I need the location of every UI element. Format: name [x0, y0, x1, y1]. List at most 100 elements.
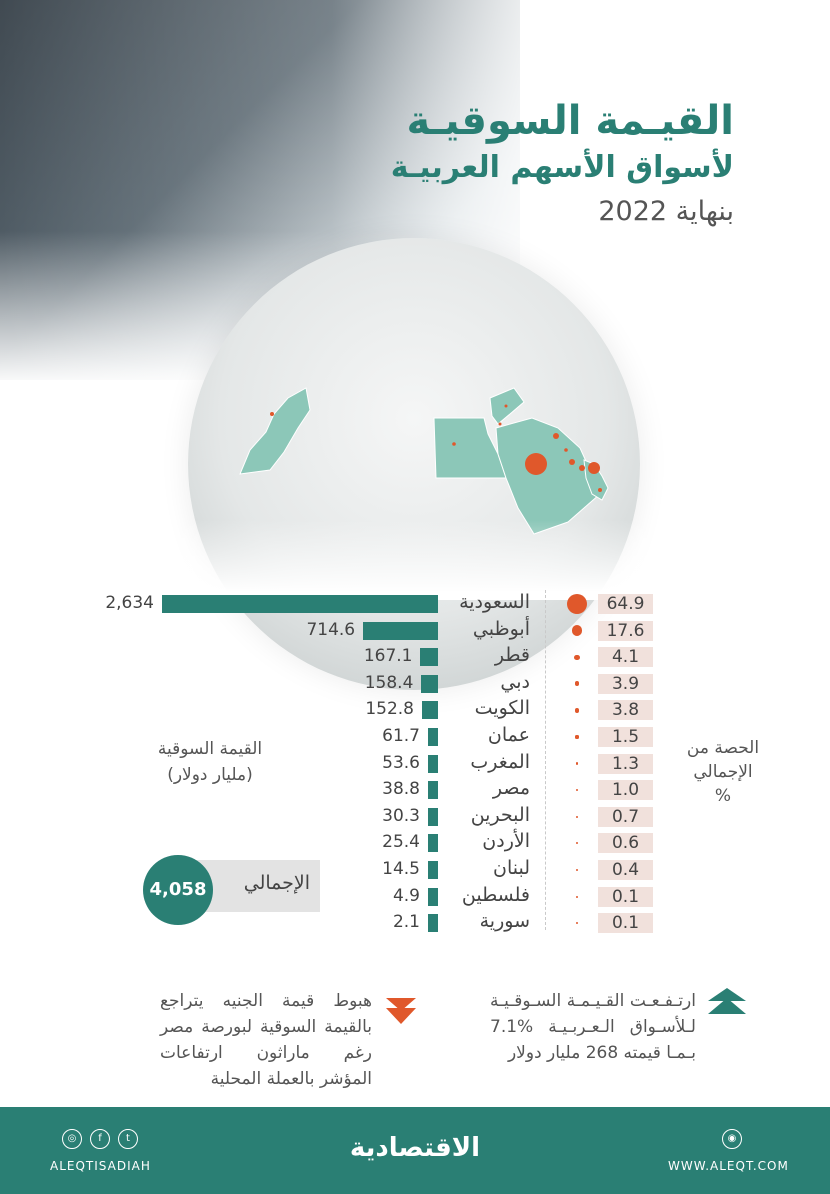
share-label: 1.5 [598, 727, 653, 747]
map-dot-oman [598, 488, 602, 492]
social-handle: ALEQTISADIAH [50, 1159, 151, 1173]
share-dot [576, 842, 578, 845]
value-label: 2,634 [105, 593, 154, 613]
country-label: مصر [492, 777, 530, 800]
map-egypt [433, 417, 507, 479]
value-label: 14.5 [382, 859, 420, 879]
value-label: 167.1 [363, 646, 413, 667]
share-label: 1.3 [598, 753, 653, 774]
value-label: 61.7 [382, 726, 420, 746]
map-dot-bahrain [564, 448, 568, 452]
bar-0 [162, 595, 438, 613]
value-label: 714.6 [306, 619, 356, 640]
facebook-icon[interactable]: f [90, 1129, 110, 1149]
value-label: 53.6 [382, 752, 420, 773]
map-dot-morocco [270, 412, 274, 416]
share-label: 0.6 [598, 833, 653, 854]
share-label: 3.8 [598, 700, 653, 721]
value-label: 25.4 [382, 832, 420, 853]
share-legend: الحصة من الإجمالي % [686, 738, 760, 806]
bar-6 [428, 754, 438, 773]
hero-background [0, 0, 830, 420]
bar-8 [428, 807, 438, 826]
country-label: عمان [487, 724, 530, 746]
share-dot [574, 707, 580, 713]
country-label: البحرين [470, 803, 530, 826]
arrow-up-icon [708, 988, 746, 1014]
map-dot-saudi [525, 453, 547, 475]
bar-1 [363, 621, 438, 640]
country-label: لبنان [493, 857, 530, 879]
value-label: 30.3 [382, 805, 420, 826]
bar-10 [428, 861, 438, 879]
share-label: 4.1 [598, 647, 653, 668]
value-label: 4.9 [392, 885, 420, 906]
country-label: أبوظبي [472, 617, 530, 640]
total-value: 4,058 [143, 855, 213, 925]
chart-divider [545, 590, 546, 930]
map-dot-jordan [498, 422, 502, 426]
share-dot [575, 788, 579, 792]
value-label: 158.4 [364, 672, 414, 693]
value-label: 152.8 [365, 699, 414, 720]
bar-5 [428, 728, 438, 746]
share-dot [575, 815, 579, 818]
bar-4 [421, 701, 438, 720]
country-label: سورية [479, 910, 530, 933]
share-label: 0.4 [598, 860, 653, 880]
value-label: 38.8 [382, 779, 420, 800]
website-link[interactable]: WWW.ALEQT.COM [668, 1159, 789, 1173]
share-dot [575, 762, 579, 765]
page-date: بنهاية 2022 [598, 196, 734, 227]
instagram-icon[interactable]: ◎ [62, 1129, 82, 1149]
share-label: 0.1 [598, 913, 653, 934]
map-dot-qatar [569, 459, 575, 465]
map-morocco [239, 387, 311, 475]
page-title: القيـمة السوقيـة [406, 98, 734, 144]
map-dot-egypt [452, 442, 456, 446]
country-label: الأردن [482, 830, 530, 853]
map-dot-dubai [579, 465, 585, 471]
bar-9 [428, 834, 438, 853]
share-label: 0.1 [598, 886, 653, 907]
bar-2 [420, 648, 438, 667]
share-dot [576, 869, 578, 871]
value-label: 2.1 [392, 912, 420, 933]
arrow-down-icon [386, 998, 416, 1024]
twitter-icon[interactable]: t [118, 1129, 138, 1149]
country-label: فلسطين [461, 883, 530, 906]
share-label: 1.0 [598, 780, 653, 801]
country-label: السعودية [459, 591, 530, 613]
country-label: قطر [494, 644, 530, 667]
share-label: 0.7 [598, 806, 653, 827]
bar-12 [428, 914, 438, 933]
total-label: الإجمالي [243, 872, 310, 894]
map-dot-abudhabi [588, 462, 600, 474]
arab-world-map [239, 387, 609, 535]
bar-3 [421, 674, 438, 693]
web-icon[interactable]: ◉ [722, 1129, 742, 1149]
country-label: الكويت [474, 697, 530, 720]
brand-logo: الاقتصادية [349, 1133, 481, 1163]
country-label: المغرب [470, 750, 530, 773]
share-dot [574, 654, 580, 660]
page-subtitle: لأسواق الأسهم العربيـة [390, 150, 734, 185]
share-dot [576, 895, 578, 898]
share-dot [571, 625, 583, 636]
share-label: 17.6 [598, 620, 653, 641]
share-dot [567, 594, 587, 614]
share-dot [576, 922, 578, 925]
share-label: 3.9 [598, 673, 653, 694]
share-dot [575, 735, 579, 739]
footer: ◎ f t ALEQTISADIAH الاقتصادية ◉ WWW.ALEQ… [0, 1107, 830, 1194]
share-dot [574, 681, 580, 687]
map-dot-kuwait [553, 433, 559, 439]
bar-7 [428, 781, 438, 800]
note-decrease: هبوط قيمة الجنيه يتراجع بالقيمة السوقية … [160, 991, 372, 1089]
bar-11 [428, 887, 438, 906]
country-label: دبي [500, 670, 530, 693]
map-dot-lebanon [504, 404, 508, 408]
map-saudi [495, 417, 601, 535]
share-label: 64.9 [598, 594, 653, 614]
note-increase: ارتـفـعـت القـيـمـة السـوقـيـة لـلأسـواق… [490, 991, 696, 1063]
